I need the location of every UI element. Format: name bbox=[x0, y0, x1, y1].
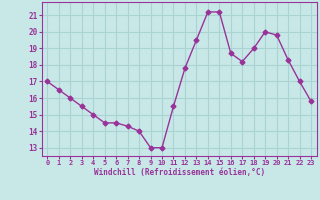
X-axis label: Windchill (Refroidissement éolien,°C): Windchill (Refroidissement éolien,°C) bbox=[94, 168, 265, 177]
